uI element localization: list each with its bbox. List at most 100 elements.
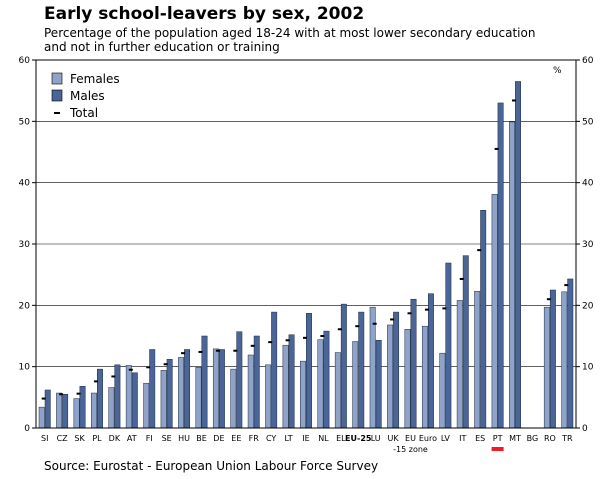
bar-males [236, 331, 243, 429]
highlight-marker [491, 447, 504, 451]
bar-males [149, 349, 156, 429]
legend-label-males: Males [70, 89, 105, 103]
category-label: CY [266, 434, 276, 443]
legend-label-total: Total [69, 106, 98, 120]
y-tick-label-left: 20 [19, 301, 31, 311]
bar-females [474, 290, 481, 429]
legend: Females Males Total [51, 72, 120, 120]
bar-females [387, 324, 394, 429]
bar-females [91, 392, 97, 429]
bar-females [195, 367, 202, 429]
bar-males [166, 359, 173, 429]
bar-males [427, 293, 434, 429]
category-label: TR [561, 434, 573, 443]
bar-males [131, 372, 138, 429]
y-tick-label-right: 20 [582, 301, 594, 311]
bar-females [125, 365, 132, 429]
bar-males [549, 289, 556, 429]
y-tick-label-left: 0 [24, 424, 30, 434]
category-label: LU [371, 434, 381, 443]
bar-males [288, 334, 295, 429]
category-label: SI [41, 434, 48, 443]
bar-females [212, 348, 219, 429]
bar-females [491, 194, 498, 429]
category-label: IE [302, 434, 309, 443]
bar-females [230, 368, 237, 429]
category-label: ES [475, 434, 485, 443]
bar-males [253, 335, 260, 429]
bar-females [439, 352, 446, 429]
category-label: DK [109, 434, 121, 443]
bar-females [38, 406, 45, 429]
bar-females [160, 370, 167, 429]
bar-females [369, 306, 376, 429]
bar-females [509, 121, 515, 429]
category-label: -15 zone [393, 445, 428, 454]
bar-males [44, 389, 51, 429]
category-label: MT [509, 434, 521, 443]
bar-females [456, 300, 463, 429]
bar-females [300, 360, 306, 429]
y-tick-label-right: 50 [582, 117, 594, 127]
category-label: EU-25 [345, 434, 372, 443]
bar-males [358, 311, 365, 429]
bar-males [497, 102, 504, 429]
bar-females [73, 398, 80, 429]
bar-males [515, 81, 521, 429]
category-label: SE [162, 434, 172, 443]
y-tick-label-left: 60 [19, 56, 31, 66]
bar-males [114, 364, 121, 429]
category-label: LT [284, 434, 292, 443]
bar-males [375, 340, 382, 429]
y-tick-label-left: 50 [19, 117, 31, 127]
source-note: Source: Eurostat - European Union Labour… [44, 459, 379, 473]
category-label: FI [146, 434, 153, 443]
y-tick-label-left: 40 [19, 179, 31, 189]
category-label: HU [178, 434, 190, 443]
bar-females [247, 354, 254, 429]
y-axis-left: 0 10 20 30 40 50 60 [19, 56, 36, 434]
bar-females [334, 352, 341, 429]
bar-females [108, 387, 115, 429]
bar-males [271, 311, 278, 429]
category-label: Euro [419, 434, 437, 443]
bar-males [410, 298, 417, 429]
category-label: IT [459, 434, 466, 443]
bar-females [543, 306, 550, 429]
y-tick-label-right: 60 [582, 56, 594, 66]
y-tick-label-left: 30 [19, 240, 31, 250]
category-label: EE [231, 434, 241, 443]
bar-females [404, 329, 411, 429]
category-label: UK [388, 434, 400, 443]
subtitle-line-2: and not in further education or training [44, 40, 280, 54]
bar-females [56, 392, 63, 429]
y-axis-right: 0 10 20 30 40 50 60 [576, 56, 594, 434]
bar-males [480, 210, 487, 429]
legend-swatch-females [51, 72, 63, 85]
y-tick-label-left: 10 [19, 363, 31, 373]
bar-females [282, 344, 289, 429]
bar-males [340, 303, 347, 429]
category-label: CZ [57, 434, 69, 443]
y-tick-label-right: 40 [582, 179, 594, 189]
legend-label-females: Females [70, 72, 120, 86]
subtitle-line-1: Percentage of the population aged 18-24 … [44, 26, 536, 40]
bar-males [201, 335, 208, 429]
bar-females [317, 339, 324, 429]
y-tick-label-right: 10 [582, 363, 594, 373]
category-label: DE [213, 434, 224, 443]
bar-males [79, 386, 86, 429]
bar-males [306, 313, 312, 429]
bar-males [218, 349, 225, 429]
bar-males [323, 330, 330, 429]
category-label: PT [493, 434, 503, 443]
category-label: PL [92, 434, 102, 443]
category-label: RO [544, 434, 556, 443]
bar-males [393, 311, 400, 429]
bar-females [178, 357, 185, 429]
legend-swatch-males [51, 89, 63, 102]
category-label: SK [74, 434, 85, 443]
x-axis-labels: SI CZ SK PL DK AT FI SE HU BE DE EE FR CY LT IE NL EL EU-2… [41, 434, 573, 454]
category-label: AT [127, 434, 137, 443]
